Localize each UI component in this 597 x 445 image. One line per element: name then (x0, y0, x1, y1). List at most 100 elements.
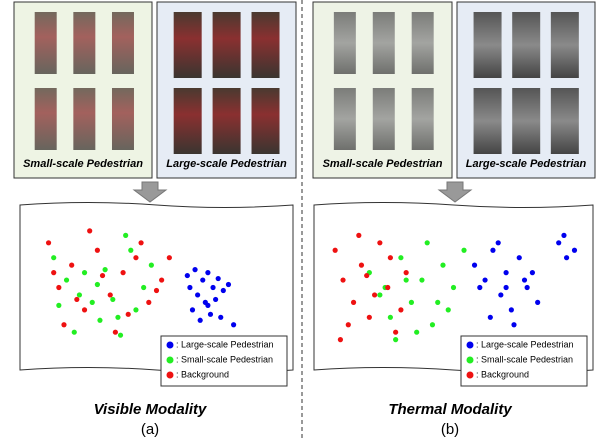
legend-swatch (467, 357, 474, 364)
small-crop (73, 88, 95, 150)
point (138, 240, 143, 245)
point (388, 255, 393, 260)
point (216, 276, 221, 281)
point (511, 322, 516, 327)
large-crop (252, 12, 280, 78)
large-crop (512, 12, 540, 78)
point (451, 285, 456, 290)
point (167, 255, 172, 260)
point (440, 263, 445, 268)
point (141, 285, 146, 290)
large-label: Large-scale Pedestrian (466, 158, 587, 170)
point (496, 240, 501, 245)
point (90, 300, 95, 305)
small-crop (334, 12, 356, 74)
point (477, 285, 482, 290)
point (385, 285, 390, 290)
large-crop (213, 88, 241, 154)
point (95, 282, 100, 287)
point (200, 277, 205, 282)
point (409, 300, 414, 305)
point (46, 240, 51, 245)
point (556, 240, 561, 245)
point (535, 300, 540, 305)
small-crop (35, 12, 57, 74)
large-crop (252, 88, 280, 154)
point (192, 267, 197, 272)
small-crop (334, 88, 356, 150)
point (64, 277, 69, 282)
point (388, 315, 393, 320)
legend-swatch (167, 357, 174, 364)
small-label: Small-scale Pedestrian (23, 158, 143, 170)
point (56, 303, 61, 308)
figure: Small-scale Pedestrian Large-scale Pedest… (0, 0, 597, 440)
panel-title: Thermal Modality (388, 401, 512, 418)
point (504, 270, 509, 275)
point (226, 282, 231, 287)
point (198, 318, 203, 323)
small-label: Small-scale Pedestrian (323, 158, 443, 170)
panel-title: Visible Modality (94, 401, 207, 418)
point (356, 233, 361, 238)
point (517, 255, 522, 260)
point (97, 318, 102, 323)
point (115, 315, 120, 320)
point (377, 240, 382, 245)
point (205, 270, 210, 275)
point (364, 273, 369, 278)
small-crop (35, 88, 57, 150)
legend-swatch (467, 372, 474, 379)
panel-caption: (b) (441, 421, 459, 438)
point (128, 248, 133, 253)
point (398, 307, 403, 312)
point (414, 330, 419, 335)
large-crop (512, 88, 540, 154)
point (572, 248, 577, 253)
small-crop (112, 12, 134, 74)
small-crop (73, 12, 95, 74)
point (185, 273, 190, 278)
point (564, 255, 569, 260)
point (221, 288, 226, 293)
point (118, 333, 123, 338)
point (159, 277, 164, 282)
point (393, 337, 398, 342)
point (359, 263, 364, 268)
point (398, 255, 403, 260)
point (133, 255, 138, 260)
legend-label: : Large-scale Pedestrian (476, 339, 574, 349)
point (393, 330, 398, 335)
point (367, 315, 372, 320)
point (120, 270, 125, 275)
small-crop (373, 12, 395, 74)
point (490, 248, 495, 253)
large-crop (474, 12, 502, 78)
point (56, 285, 61, 290)
point (146, 300, 151, 305)
point (351, 300, 356, 305)
point (77, 292, 82, 297)
point (404, 270, 409, 275)
legend-label: : Background (476, 369, 529, 379)
point (103, 267, 108, 272)
point (69, 263, 74, 268)
point (154, 288, 159, 293)
small-crop (112, 88, 134, 150)
point (482, 277, 487, 282)
legend-label: : Large-scale Pedestrian (176, 339, 274, 349)
point (187, 285, 192, 290)
large-crop (213, 12, 241, 78)
large-crop (174, 12, 202, 78)
point (51, 255, 56, 260)
point (95, 248, 100, 253)
point (113, 330, 118, 335)
point (149, 263, 154, 268)
point (504, 285, 509, 290)
point (72, 330, 77, 335)
point (123, 233, 128, 238)
point (377, 292, 382, 297)
point (338, 337, 343, 342)
point (82, 307, 87, 312)
arrow (134, 182, 166, 202)
